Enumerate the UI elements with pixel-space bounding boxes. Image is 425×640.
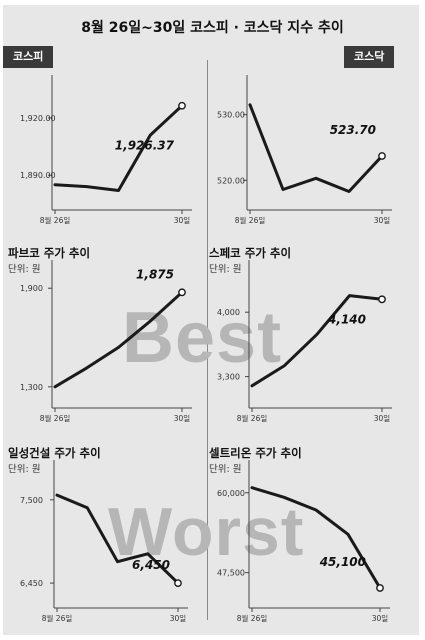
kospi-xtick-label-4: 30일 bbox=[174, 216, 191, 225]
ilsung-unit: 단위: 원 bbox=[8, 464, 41, 475]
spc-series-line bbox=[250, 294, 384, 388]
kospi-tag: 코스피 bbox=[3, 46, 54, 68]
best-watermark: Best bbox=[122, 298, 283, 378]
kosdaq-series-line bbox=[248, 103, 384, 193]
spc-chart-title: 스페코 주가 추이 bbox=[209, 246, 292, 260]
kosdaq-tag: 코스닥 bbox=[344, 46, 395, 68]
page-title: 8월 26일~30일 코스피 · 코스닥 지수 추이 bbox=[81, 20, 344, 36]
column-divider bbox=[207, 60, 208, 620]
spc-ytick-label-0: 3,300 bbox=[217, 373, 240, 382]
kospi-end-point bbox=[178, 101, 186, 110]
kospi-ytick-label-1: 1,920.00 bbox=[20, 114, 56, 123]
spc-end-value-label: 4,140 bbox=[327, 312, 366, 326]
kosdaq-end-value-label: 523.70 bbox=[330, 123, 376, 137]
kospi-xtick-label-0: 8월 26일 bbox=[40, 215, 71, 225]
ilsung-series-line bbox=[55, 493, 180, 585]
kosdaq-xtick-label-0: 8월 26일 bbox=[235, 215, 266, 225]
spc-xtick-label-0: 8월 26일 bbox=[237, 413, 268, 423]
celltrion-xtick-label-4: 30일 bbox=[372, 614, 389, 623]
chart-panel bbox=[3, 5, 419, 635]
celltrion-chart-title: 셀트리온 주가 추이 bbox=[209, 446, 302, 460]
posco-unit: 단위: 원 bbox=[8, 264, 41, 275]
celltrion-unit: 단위: 원 bbox=[209, 464, 242, 475]
ilsung-end-point bbox=[174, 579, 182, 588]
kosdaq-ytick-label-1: 530.00 bbox=[217, 111, 245, 120]
spc-ytick-label-1: 4,000 bbox=[217, 308, 240, 317]
celltrion-series-line bbox=[250, 486, 382, 590]
kospi-end-value-label: 1,926.37 bbox=[115, 139, 175, 153]
ilsung-xtick-label-4: 30일 bbox=[170, 614, 187, 623]
kosdaq-end-point bbox=[378, 152, 386, 160]
posco-xtick-label-0: 8월 26일 bbox=[40, 413, 71, 423]
posco-ytick-label-0: 1,300 bbox=[20, 383, 43, 392]
ilsung-ytick-label-1: 7,500 bbox=[20, 496, 43, 505]
spc-end-point bbox=[378, 295, 386, 304]
worst-watermark: Worst bbox=[108, 494, 305, 570]
ilsung-ytick-label-0: 6,450 bbox=[20, 579, 43, 588]
celltrion-end-value-label: 45,100 bbox=[319, 555, 366, 569]
spc-xtick-label-4: 30일 bbox=[374, 414, 391, 423]
ilsung-xtick-label-0: 8월 26일 bbox=[42, 613, 73, 623]
posco-end-point bbox=[178, 288, 186, 297]
celltrion-ytick-label-0: 47,500 bbox=[217, 569, 245, 578]
celltrion-end-point bbox=[376, 584, 384, 592]
kosdaq-xtick-label-4: 30일 bbox=[374, 216, 391, 225]
ilsung-end-value-label: 6,450 bbox=[132, 558, 170, 572]
posco-end-value-label: 1,875 bbox=[136, 267, 174, 281]
posco-chart-title: 파브코 주가 추이 bbox=[8, 246, 91, 260]
spc-unit: 단위: 원 bbox=[209, 264, 242, 275]
posco-series-line bbox=[53, 290, 184, 389]
kospi-series-line bbox=[53, 104, 184, 192]
posco-ytick-label-1: 1,900 bbox=[20, 284, 43, 293]
kospi-ytick-label-0: 1,890.00 bbox=[20, 171, 56, 180]
celltrion-xtick-label-0: 8월 26일 bbox=[237, 613, 268, 623]
kosdaq-ytick-label-0: 520.00 bbox=[217, 176, 245, 185]
ilsung-chart-title: 일성건설 주가 추이 bbox=[8, 446, 101, 460]
celltrion-ytick-label-1: 60,000 bbox=[217, 489, 245, 498]
posco-xtick-label-4: 30일 bbox=[174, 414, 191, 423]
